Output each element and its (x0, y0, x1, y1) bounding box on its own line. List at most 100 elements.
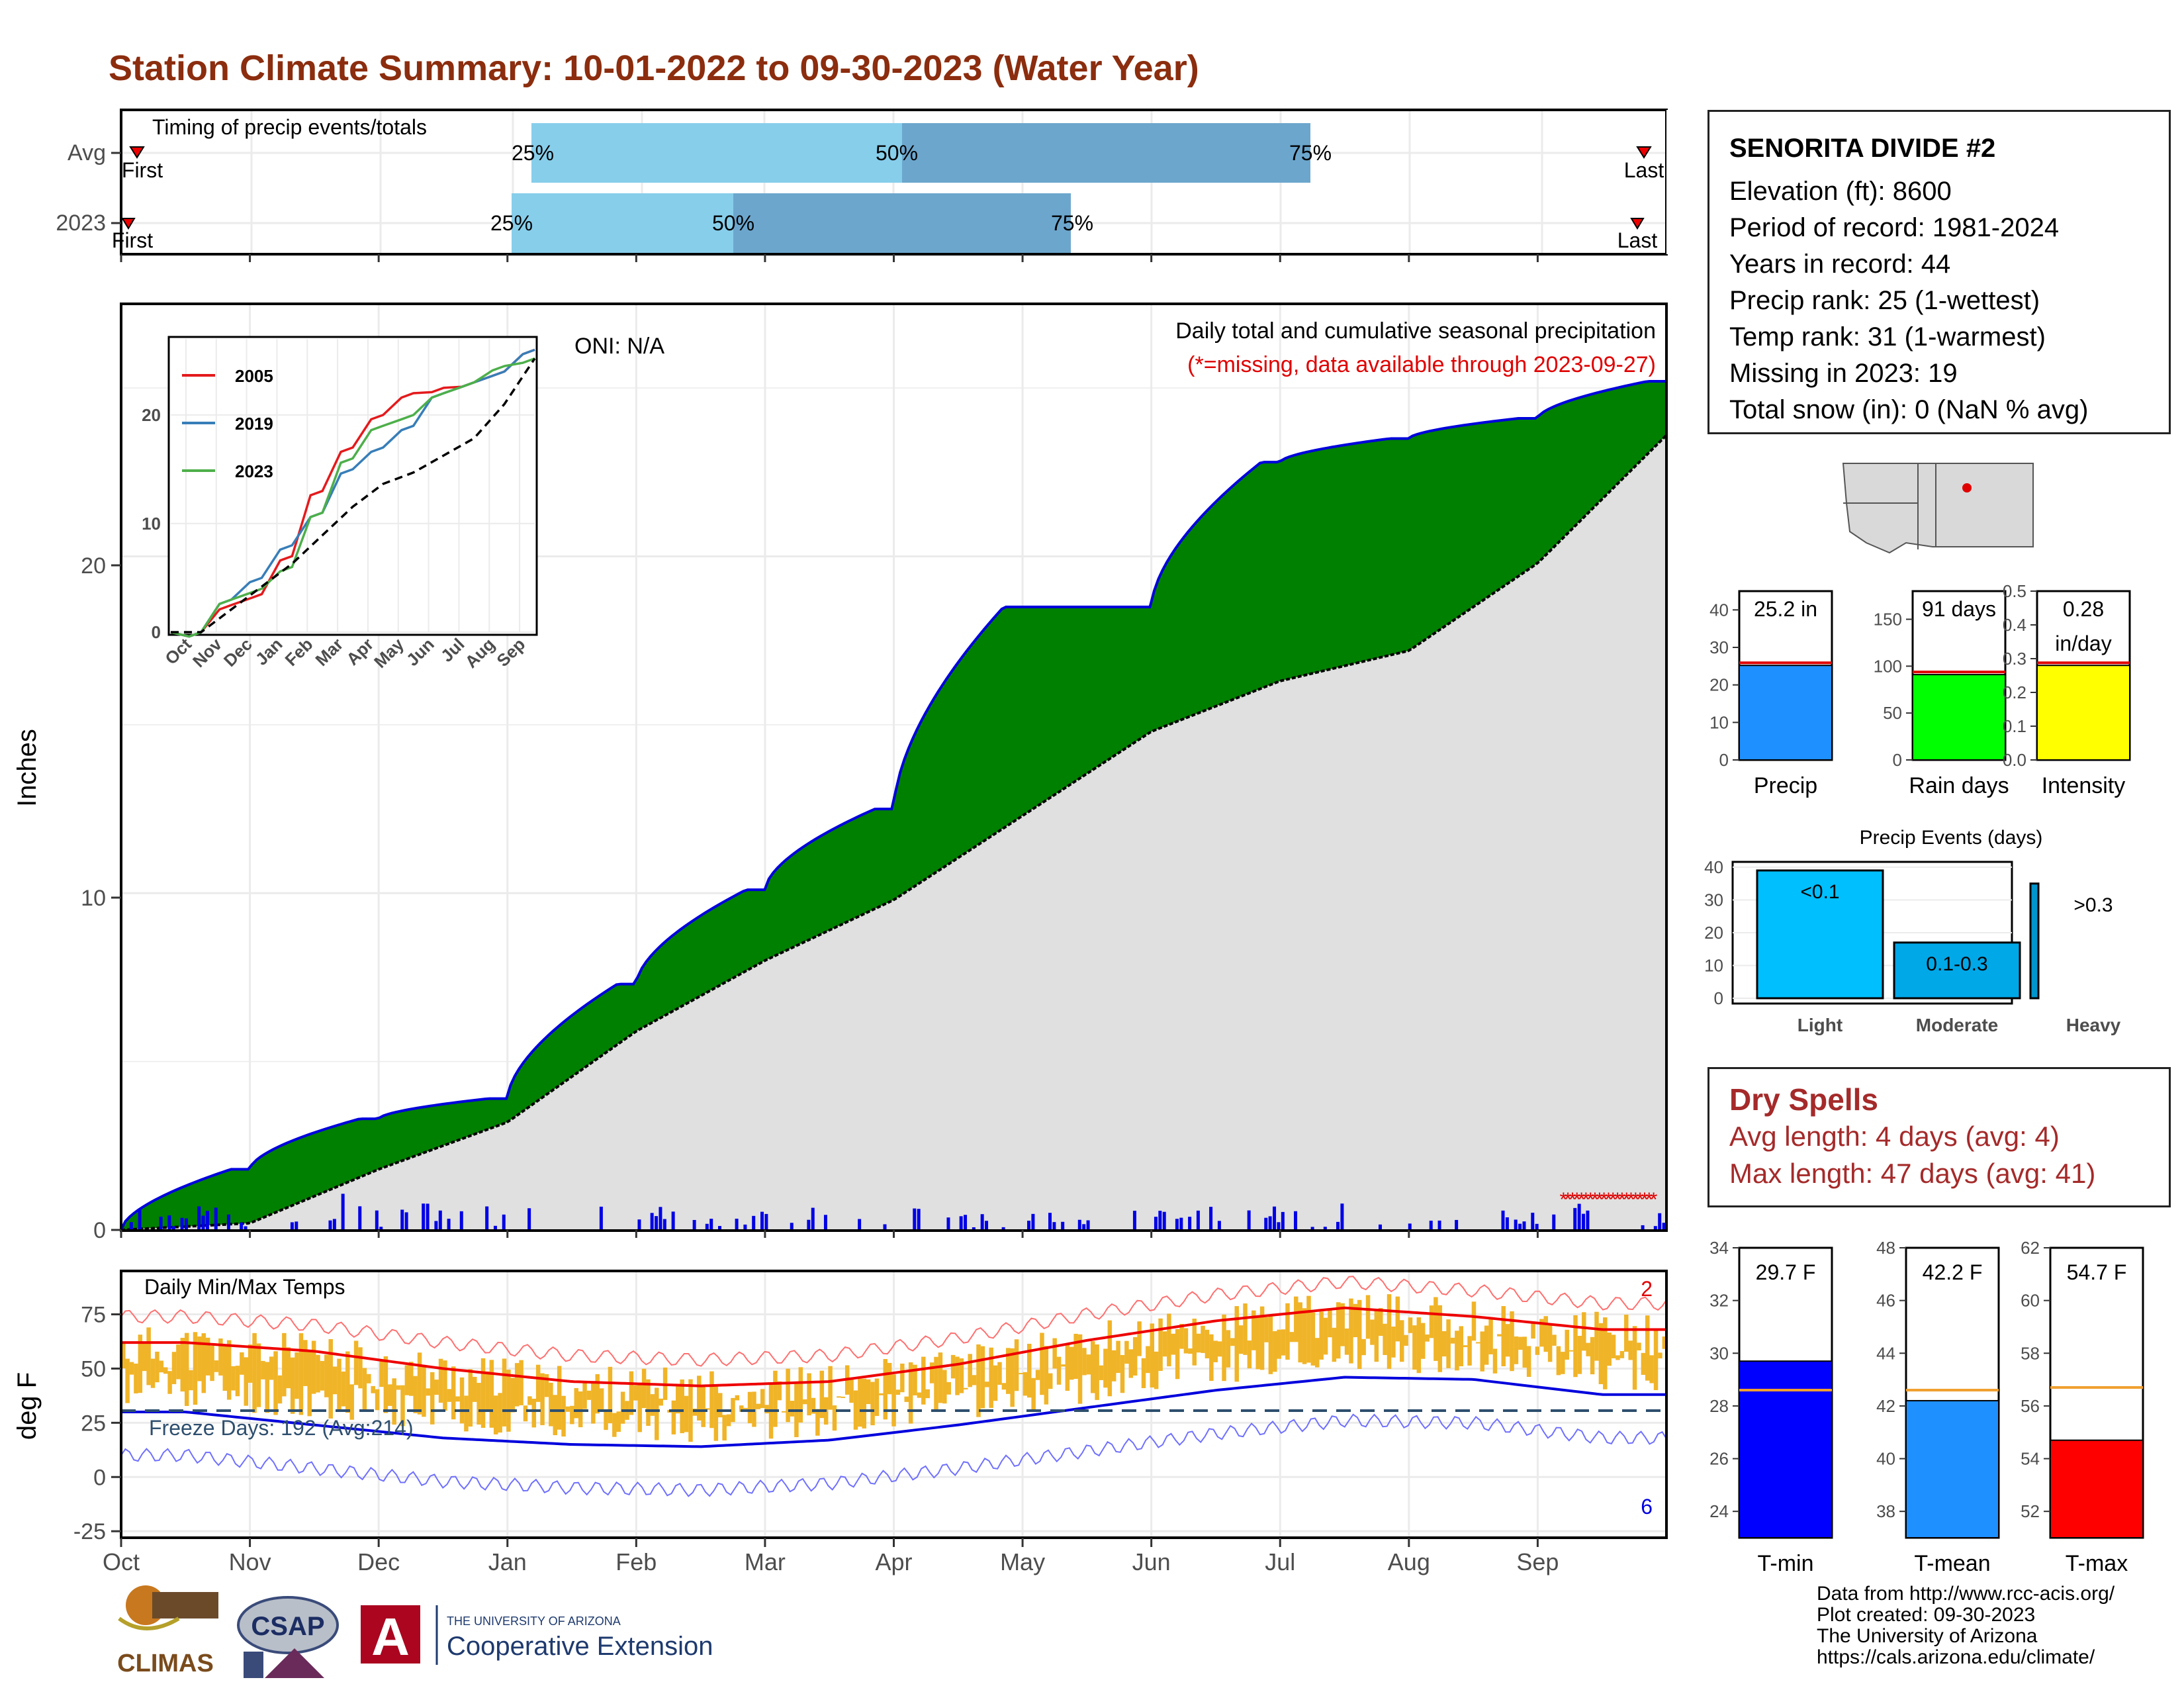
daily-precip-bar (1518, 1223, 1522, 1230)
daily-precip-bar (972, 1227, 976, 1230)
daily-temp-range-bar (519, 1360, 523, 1405)
daily-temp-range-bar (819, 1370, 825, 1419)
daily-temp-range-bar (244, 1357, 249, 1406)
2023-last-marker (1630, 218, 1645, 230)
daily-temp-range-bar (1344, 1328, 1349, 1355)
daily-temp-range-bar (184, 1333, 189, 1406)
daily-precip-bar (1514, 1219, 1518, 1230)
temp-y-tick: 50 (81, 1356, 106, 1382)
temp-summary-bar-T-mean (1905, 1399, 1999, 1539)
daily-temp-range-bar (1467, 1336, 1472, 1366)
timing-panel: Timing of precip events/totals Avg 2023 … (56, 109, 1686, 256)
daily-temp-range-bar (1488, 1318, 1493, 1354)
daily-temp-range-bar (895, 1389, 901, 1395)
credit-line-4: https://cals.arizona.edu/climate/ (1817, 1646, 2095, 1668)
daily-temp-range-bar (417, 1352, 422, 1415)
daily-temp-range-bar (1107, 1320, 1113, 1397)
daily-temp-range-bar (451, 1366, 456, 1420)
daily-temp-range-bar (1361, 1338, 1366, 1356)
daily-temp-range-bar (1023, 1372, 1028, 1396)
dry-spells-box: Dry Spells Avg length: 4 days (avg: 4) M… (1707, 1067, 2171, 1207)
daily-precip-bar (917, 1209, 921, 1230)
daily-precip-bar (1653, 1226, 1657, 1230)
daily-precip-bar (138, 1208, 142, 1230)
daily-precip-bar (743, 1224, 747, 1230)
daily-temp-range-bar (489, 1360, 494, 1428)
daily-temp-range-bar (1065, 1344, 1070, 1391)
daily-temp-range-bar (1480, 1331, 1485, 1372)
climas-logo: CLIMAS (117, 1585, 218, 1677)
avg-timing-bar-early (531, 123, 902, 183)
daily-temp-range-bar (493, 1395, 498, 1434)
daily-temp-range-bar (913, 1364, 917, 1395)
daily-temp-range-bar (1264, 1317, 1269, 1342)
temp-y-tick: 75 (81, 1303, 106, 1328)
daily-precip-bar (184, 1218, 188, 1230)
page-title: Station Climate Summary: 10-01-2022 to 0… (109, 48, 1199, 88)
daily-temp-range-bar (142, 1343, 147, 1372)
daily-temp-range-bar (1645, 1315, 1650, 1381)
daily-temp-range-bar (180, 1338, 185, 1392)
daily-temp-range-bar (1171, 1333, 1176, 1355)
daily-temp-range-bar (599, 1388, 604, 1411)
daily-temp-range-bar (426, 1388, 431, 1396)
missing-data-marker: * (1650, 1189, 1658, 1211)
daily-temp-range-bar (269, 1356, 274, 1380)
daily-temp-range-bar (862, 1378, 867, 1429)
daily-temp-range-bar (311, 1340, 316, 1394)
daily-temp-range-bar (1158, 1318, 1163, 1371)
2023-p50-label: 50% (712, 211, 754, 235)
daily-temp-range-bar (849, 1379, 854, 1403)
station-elevation: Elevation (ft): 8600 (1729, 177, 1952, 206)
2023-first-marker (121, 218, 136, 230)
temp-summary-bar-T-max (2050, 1439, 2144, 1538)
temp-summary-label-0: T-min (1758, 1551, 1814, 1576)
daily-precip-bar (718, 1226, 722, 1230)
oni-label: ONI: N/A (574, 334, 664, 359)
daily-temp-range-bar (1433, 1297, 1438, 1361)
temp-summary-tick: 48 (1876, 1238, 1895, 1258)
daily-precip-bar (913, 1208, 917, 1230)
daily-temp-range-bar (1217, 1341, 1222, 1357)
daily-temp-range-bar (739, 1405, 744, 1412)
daily-precip-bar (1031, 1213, 1035, 1230)
daily-precip-bar (964, 1215, 968, 1230)
daily-temp-range-bar (1598, 1323, 1604, 1385)
record-high-count: 2 (1641, 1277, 1653, 1301)
daily-precip-bar (599, 1206, 603, 1230)
daily-temp-range-bar (1561, 1352, 1565, 1374)
daily-temp-range-bar (790, 1401, 795, 1417)
missing-data-marker: * (1582, 1189, 1590, 1211)
daily-temp-range-bar (760, 1389, 765, 1409)
daily-temp-range-bar (1632, 1326, 1637, 1390)
avg-min-temp-line (121, 1376, 1666, 1448)
daily-temp-range-bar (1603, 1317, 1608, 1389)
dry-spells-max: Max length: 47 days (avg: 41) (1729, 1158, 2096, 1189)
daily-temp-range-bar (210, 1345, 214, 1382)
daily-precip-bar (1077, 1219, 1081, 1230)
daily-precip-bar (1196, 1210, 1200, 1230)
ua-small-text: THE UNIVERSITY OF ARIZONA (447, 1615, 621, 1628)
daily-temp-range-bar (277, 1375, 283, 1404)
daily-precip-bar (1175, 1219, 1179, 1230)
daily-temp-range-bar (709, 1371, 714, 1429)
daily-temp-range-bar (1183, 1328, 1189, 1354)
daily-temp-range-bar (422, 1365, 426, 1417)
daily-temp-range-bar (527, 1396, 532, 1405)
events-cat-0: Light (1797, 1015, 1843, 1035)
daily-temp-range-bar (201, 1333, 206, 1393)
precip-panel: ********************* ONI: N/A Daily tot… (13, 303, 1668, 1243)
month-tick-Mar: Mar (745, 1548, 786, 1575)
inset-legend-label: 2023 (235, 461, 273, 481)
avg-first-marker (129, 146, 145, 159)
daily-temp-range-bar (1395, 1296, 1400, 1342)
station-precip-rank: Precip rank: 25 (1-wettest) (1729, 286, 2040, 315)
daily-temp-range-bar (1365, 1295, 1371, 1339)
events-y-tick: 0 (1714, 988, 1723, 1008)
daily-temp-range-bar (722, 1415, 727, 1441)
daily-temp-range-bar (1471, 1301, 1477, 1341)
missing-data-marker: * (1569, 1189, 1576, 1211)
daily-temp-range-bar (1289, 1332, 1295, 1342)
temp-panel: Daily Min/Max Temps Freeze Days: 192 (Av… (13, 254, 1668, 1575)
daily-precip-bar (1641, 1225, 1645, 1230)
